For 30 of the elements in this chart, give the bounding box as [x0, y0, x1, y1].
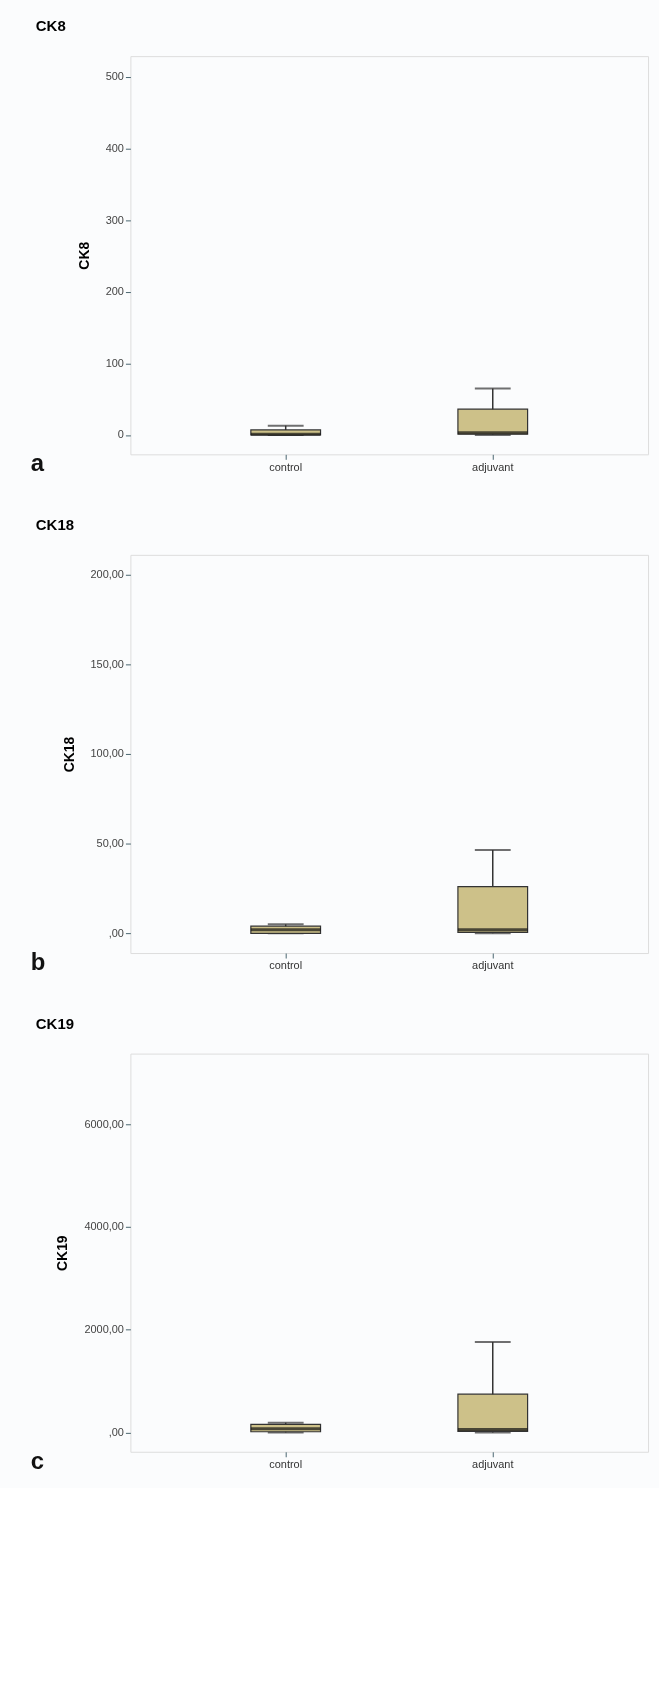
chart-title: CK8 [35, 17, 66, 35]
y-tick-label: 4000,00 [84, 1220, 124, 1233]
chart-title: CK18 [35, 515, 74, 533]
y-axis-title: CK18 [60, 736, 77, 773]
y-tick-label: 500 [105, 70, 124, 83]
y-tick-label: 150,00 [90, 657, 124, 670]
y-tick-label: 50,00 [96, 837, 124, 850]
y-tick-label: 200 [105, 285, 124, 298]
text: c [30, 1446, 45, 1474]
x-tick-label: adjuvant [472, 959, 514, 972]
y-axis-title: CK8 [75, 241, 92, 270]
y-tick-label: 200,00 [90, 568, 124, 581]
x-tick-label: adjuvant [472, 1458, 514, 1471]
x-tick-label: adjuvant [472, 460, 514, 473]
y-tick-label: 2000,00 [84, 1323, 124, 1336]
y-tick-label: 100 [105, 356, 124, 369]
y-tick-label: ,00 [108, 926, 124, 939]
chart-title: CK19 [35, 1014, 74, 1032]
y-tick-label: 300 [105, 213, 124, 226]
x-tick-label: control [269, 959, 303, 972]
x-tick-label: control [269, 460, 303, 473]
text: b [30, 947, 46, 975]
x-tick-label: control [269, 1458, 303, 1471]
y-tick-label: 100,00 [90, 747, 124, 760]
y-axis-title: CK19 [54, 1235, 71, 1271]
y-tick-label: 6000,00 [84, 1117, 124, 1130]
y-tick-label: 400 [105, 142, 124, 154]
text: a [30, 449, 45, 477]
y-tick-label: 0 [117, 428, 124, 441]
y-tick-label: ,00 [108, 1425, 124, 1438]
